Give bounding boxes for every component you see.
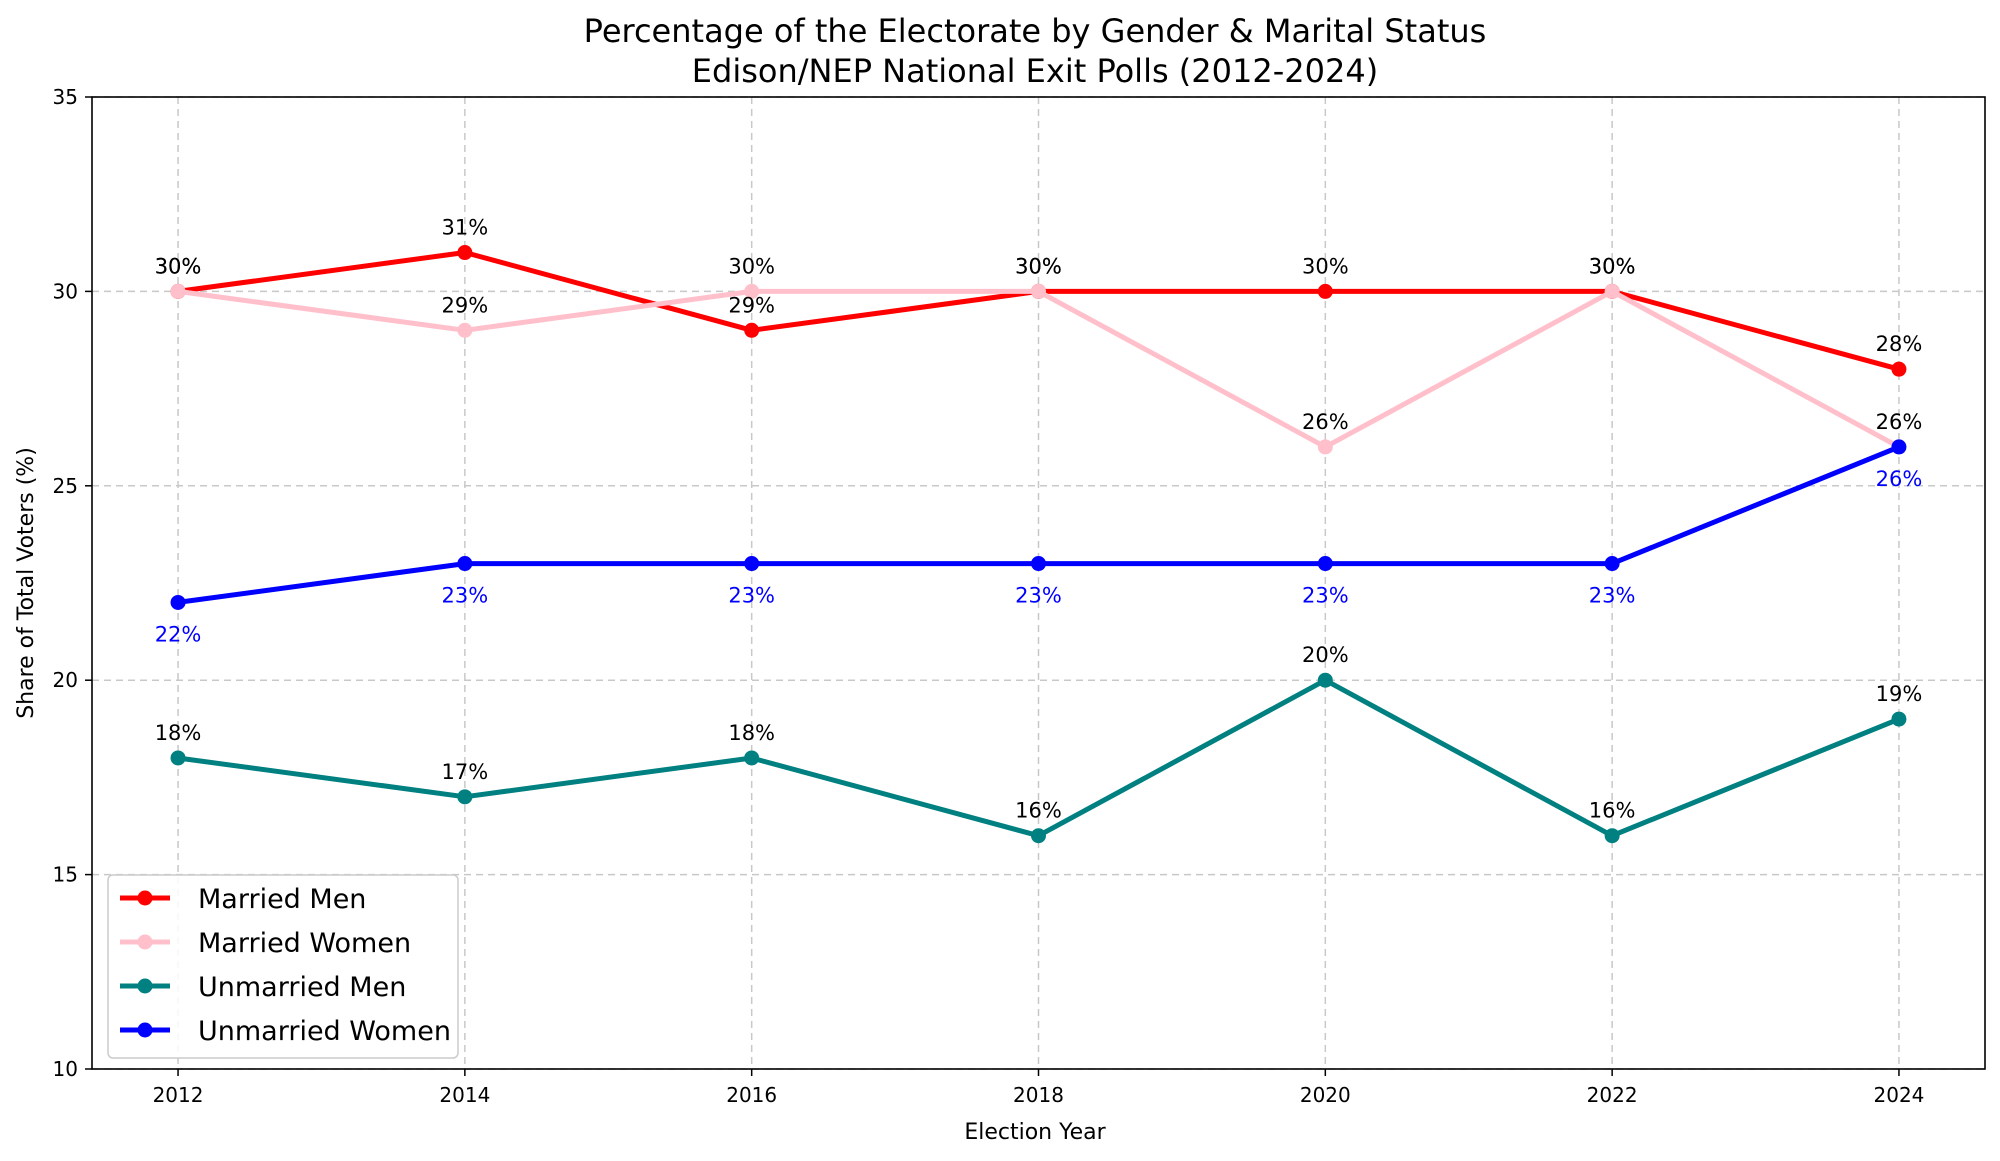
- legend: Married Men Married Women Unmarried Men Unm…: [107, 874, 459, 1059]
- data-label: 19%: [1876, 682, 1923, 706]
- y-tick-label: 15: [53, 863, 78, 887]
- data-point: [170, 594, 186, 610]
- data-point: [1031, 556, 1046, 572]
- data-point: [1317, 283, 1333, 299]
- y-tick-label: 10: [53, 1057, 78, 1081]
- data-point: [1317, 556, 1333, 572]
- chart-subtitle: Edison/NEP National Exit Polls (2012-202…: [692, 52, 1378, 90]
- y-tick-label: 25: [53, 474, 78, 498]
- x-axis-label: Election Year: [964, 1120, 1106, 1145]
- data-label: 23%: [728, 584, 775, 608]
- gridlines: [92, 96, 1985, 1070]
- data-point: [1604, 283, 1620, 299]
- y-tick-label: 35: [53, 85, 78, 109]
- legend-label: Married Men: [198, 884, 366, 915]
- data-label: 23%: [1015, 584, 1062, 608]
- data-point: [1317, 439, 1333, 455]
- x-tick-label: 2020: [1300, 1083, 1351, 1107]
- data-label: 18%: [728, 721, 775, 745]
- axes: 2012 2014 2016 2018 2020 2022 2024 10 15 20 25 30 35: [53, 85, 1986, 1107]
- data-labels: 30%31%29%30% 30% 30%28%30%29%30% 30%26%30%2…: [155, 216, 1923, 823]
- data-label: 22%: [155, 622, 202, 646]
- data-label: 26%: [1876, 410, 1923, 434]
- series-lines: [170, 245, 1907, 844]
- data-label: 31%: [442, 216, 489, 240]
- data-label: 20%: [1302, 643, 1349, 667]
- legend-marker: [137, 978, 153, 994]
- x-tick-label: 2014: [439, 1083, 490, 1107]
- data-label: 26%: [1876, 467, 1923, 491]
- data-label: 28%: [1876, 332, 1923, 356]
- data-label: 30%: [1015, 254, 1062, 278]
- data-point: [1891, 439, 1907, 455]
- data-point: [1031, 828, 1046, 844]
- data-label: 17%: [442, 760, 489, 784]
- data-point: [1891, 711, 1907, 727]
- y-tick-label: 30: [53, 279, 78, 303]
- data-label: 26%: [1302, 410, 1349, 434]
- data-point: [1891, 361, 1907, 377]
- legend-item: Married Women: [120, 928, 411, 959]
- legend-marker: [137, 890, 153, 906]
- data-point: [170, 750, 186, 766]
- x-tick-label: 2022: [1587, 1083, 1638, 1107]
- data-point: [170, 283, 186, 299]
- data-point: [457, 556, 473, 572]
- data-label: 16%: [1589, 799, 1636, 823]
- data-point: [744, 283, 760, 299]
- x-tick-label: 2012: [153, 1083, 204, 1107]
- series-married-women: [170, 283, 1907, 455]
- data-label: 30%: [728, 254, 775, 278]
- data-point: [457, 789, 473, 805]
- data-label: 30%: [1589, 254, 1636, 278]
- data-label: 30%: [1589, 254, 1636, 278]
- data-point: [1604, 556, 1620, 572]
- legend-item: Unmarried Men: [120, 972, 406, 1003]
- legend-box: [107, 874, 459, 1059]
- x-tick-label: 2024: [1874, 1083, 1925, 1107]
- legend-item: Unmarried Women: [120, 1016, 451, 1047]
- series-unmarried-women: [170, 439, 1907, 610]
- series-unmarried-men: [170, 672, 1907, 844]
- legend-marker: [137, 1022, 153, 1038]
- data-label: 23%: [1302, 584, 1349, 608]
- chart-title: Percentage of the Electorate by Gender &…: [584, 12, 1487, 50]
- data-label: 30%: [1302, 254, 1349, 278]
- data-point: [457, 245, 473, 261]
- legend-label: Unmarried Men: [198, 972, 406, 1003]
- y-axis-label: Share of Total Voters (%): [14, 447, 39, 719]
- data-point: [1031, 283, 1046, 299]
- data-label: 18%: [155, 721, 202, 745]
- x-tick-label: 2016: [726, 1083, 777, 1107]
- data-label: 23%: [1589, 584, 1636, 608]
- y-tick-label: 20: [53, 668, 78, 692]
- data-label: 30%: [155, 254, 202, 278]
- data-point: [744, 556, 760, 572]
- data-label: 30%: [155, 254, 202, 278]
- data-label: 23%: [442, 584, 489, 608]
- legend-marker: [137, 934, 153, 950]
- data-label: 30%: [1015, 254, 1062, 278]
- data-label: 16%: [1015, 799, 1062, 823]
- data-label: 29%: [442, 293, 489, 317]
- data-point: [457, 322, 473, 338]
- data-label: 29%: [728, 293, 775, 317]
- data-point: [1317, 672, 1333, 688]
- data-point: [744, 750, 760, 766]
- legend-label: Unmarried Women: [198, 1016, 451, 1047]
- data-point: [744, 322, 760, 338]
- x-tick-label: 2018: [1013, 1083, 1064, 1107]
- legend-item: Married Men: [120, 884, 366, 915]
- legend-label: Married Women: [198, 928, 411, 959]
- data-point: [1604, 828, 1620, 844]
